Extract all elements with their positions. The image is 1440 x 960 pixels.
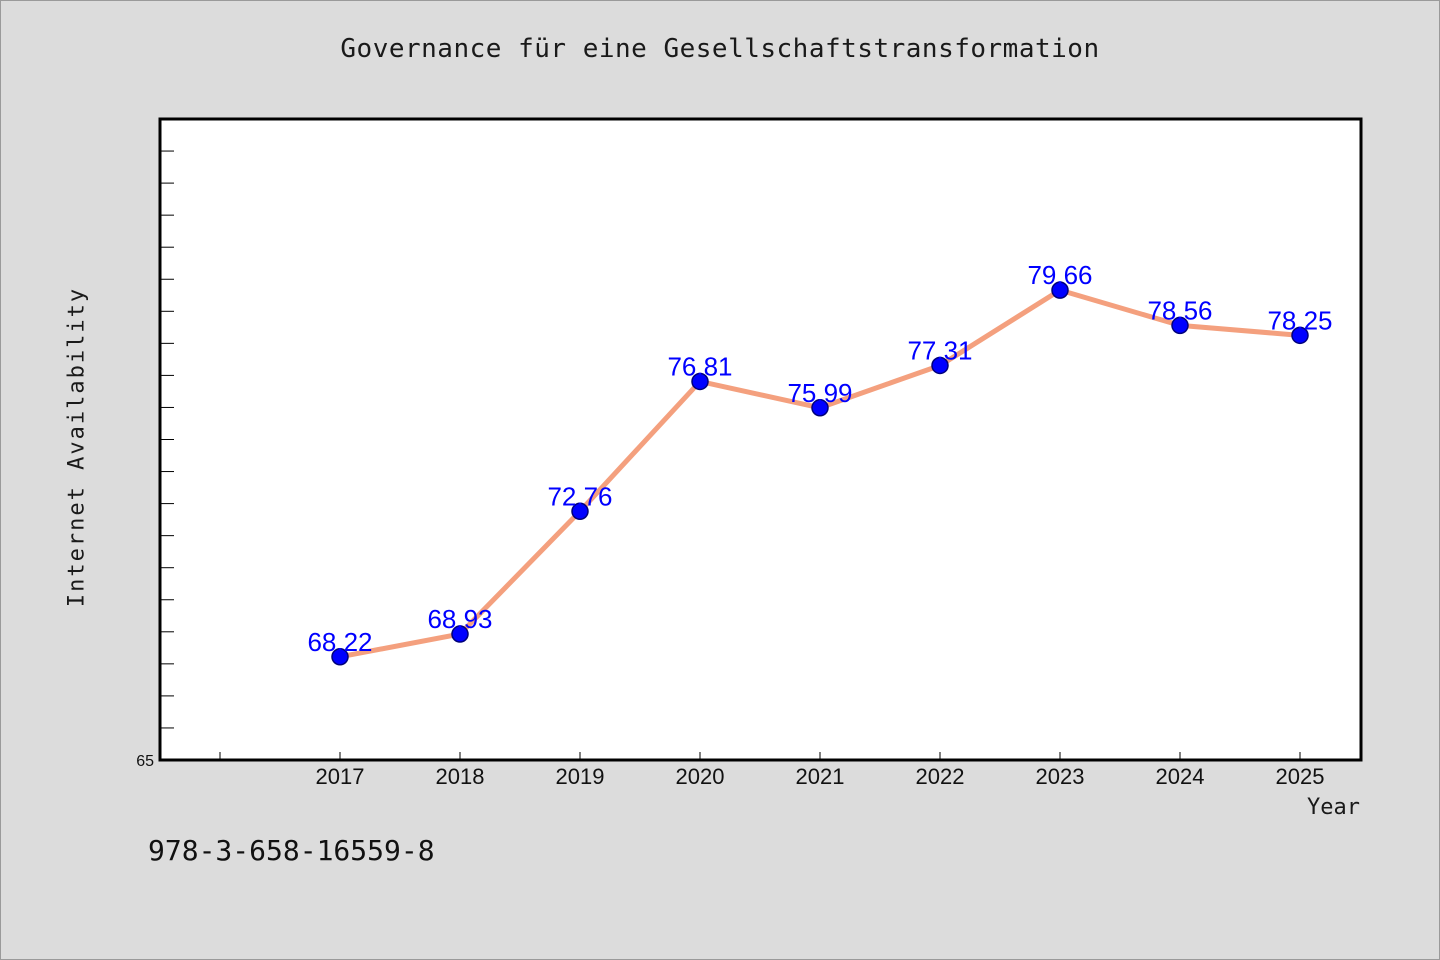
data-label: 78.25: [1267, 305, 1332, 335]
isbn-footer: 978-3-658-16559-8: [148, 834, 435, 867]
chart-title: Governance für eine Gesellschaftstransfo…: [340, 34, 1100, 64]
x-tick-label: 2018: [436, 764, 485, 789]
data-point: [691, 372, 709, 391]
data-point: [1291, 326, 1309, 345]
series-markers: [331, 281, 1309, 666]
data-label: 76.81: [667, 351, 732, 381]
x-tick-label: 2025: [1276, 764, 1325, 789]
data-label: 68.93: [427, 604, 492, 634]
x-tick-label: 2024: [1156, 764, 1205, 789]
data-label: 78.56: [1147, 295, 1212, 325]
y-tick-label: 65: [136, 753, 154, 770]
data-point: [1171, 316, 1189, 335]
data-point: [811, 399, 829, 417]
y-tick-labels: 65: [136, 753, 154, 770]
data-label: 79.66: [1027, 260, 1092, 290]
x-tick-label: 2017: [316, 764, 365, 789]
data-point: [1051, 281, 1069, 299]
data-point: [451, 625, 469, 643]
x-tick-label: 2021: [796, 764, 845, 789]
data-point: [571, 502, 589, 521]
data-label: 72.76: [547, 481, 612, 511]
data-label: 75.99: [787, 378, 852, 408]
x-tick-label: 2020: [676, 764, 725, 789]
plot-frame: [158, 117, 1363, 762]
data-point: [931, 356, 949, 375]
data-labels: 68.22 68.93 72.76 76.81 75.99 77.31 79.66 78.56…: [307, 260, 1332, 657]
x-tick-label: 2019: [556, 764, 605, 789]
x-tick-label: 2023: [1036, 764, 1085, 789]
data-point: [331, 648, 349, 666]
x-tick-labels: 2017 2018 2019 2020 2021 2022 2023 2024 2025: [316, 764, 1325, 789]
data-label: 68.22: [307, 627, 372, 657]
data-label: 77.31: [907, 335, 972, 365]
x-tick-label: 2022: [916, 764, 965, 789]
x-axis-label: Year: [1307, 795, 1360, 820]
